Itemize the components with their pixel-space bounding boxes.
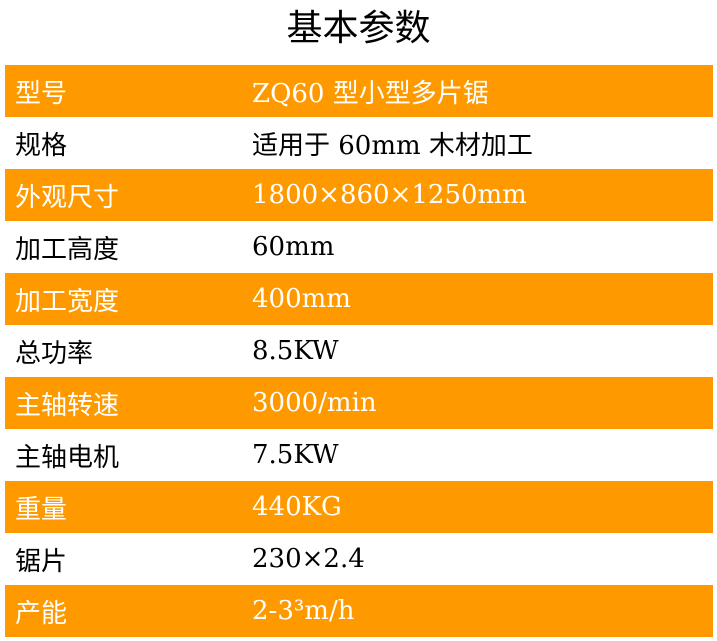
row-value: 440KG — [252, 492, 342, 522]
row-label: 重量 — [15, 494, 68, 525]
row-label: 主轴转速 — [15, 390, 120, 421]
row-value: 适用于 60mm 木材加工 — [252, 130, 533, 161]
page-title: 基本参数 — [286, 8, 431, 49]
row-value: ZQ60 型小型多片锯 — [252, 78, 489, 109]
table-row: 加工高度 60mm — [5, 221, 713, 273]
table-row: 主轴电机 7.5KW — [5, 429, 713, 481]
row-label: 加工宽度 — [15, 286, 120, 317]
table-row: 锯片 230×2.4 — [5, 533, 713, 585]
row-value: 8.5KW — [252, 336, 339, 366]
row-label: 外观尺寸 — [15, 182, 120, 213]
row-value: 1800×860×1250mm — [252, 180, 527, 210]
row-label: 规格 — [15, 130, 68, 161]
row-label: 主轴电机 — [15, 442, 120, 473]
row-label: 总功率 — [15, 338, 94, 369]
row-value: 3000/min — [252, 388, 377, 418]
row-label: 型号 — [15, 78, 68, 109]
row-label: 锯片 — [15, 546, 68, 577]
table-row: 外观尺寸 1800×860×1250mm — [5, 169, 713, 221]
row-label: 加工高度 — [15, 234, 120, 265]
table-row: 型号 ZQ60 型小型多片锯 — [5, 65, 713, 117]
table-row: 重量 440KG — [5, 481, 713, 533]
table-row: 主轴转速 3000/min — [5, 377, 713, 429]
row-value: 230×2.4 — [252, 544, 365, 574]
row-value: 60mm — [252, 232, 335, 262]
row-value: 400mm — [252, 284, 351, 314]
table-row: 加工宽度 400mm — [5, 273, 713, 325]
row-value: 7.5KW — [252, 440, 339, 470]
table-row: 产能 2-3³m/h — [5, 585, 713, 637]
spec-table: 型号 ZQ60 型小型多片锯 规格 适用于 60mm 木材加工 外观尺寸 1800×8… — [5, 65, 713, 637]
row-value: 2-3³m/h — [252, 596, 355, 626]
table-row: 总功率 8.5KW — [5, 325, 713, 377]
row-label: 产能 — [15, 598, 68, 629]
table-row: 规格 适用于 60mm 木材加工 — [5, 117, 713, 169]
